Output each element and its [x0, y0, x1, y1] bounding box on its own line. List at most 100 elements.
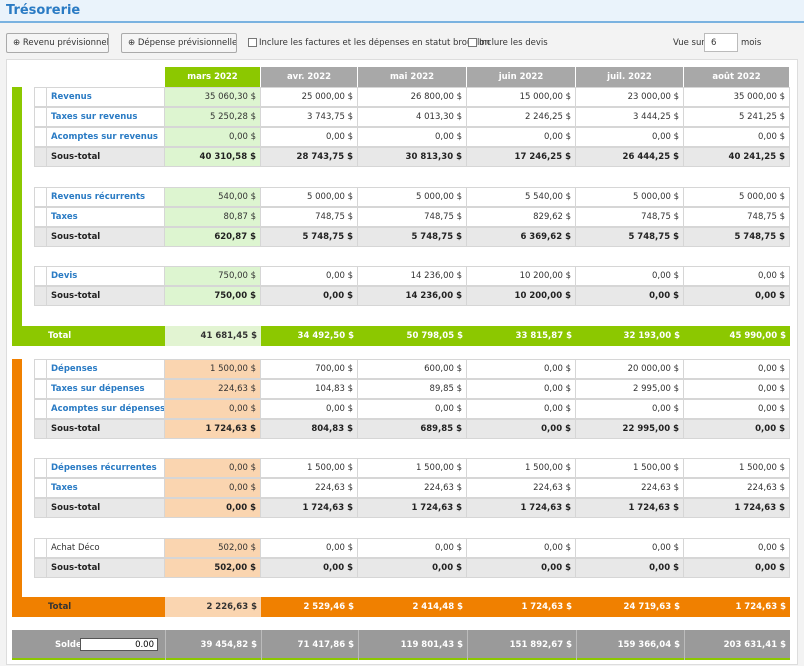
cell-value: 10 200,00 $	[466, 266, 576, 286]
cell-value: 14 236,00 $	[357, 266, 467, 286]
cell-value: 0,00 $	[683, 127, 790, 147]
subtotal-value: 0,00 $	[260, 286, 358, 306]
cell-value: 1 500,00 $	[164, 359, 261, 379]
cell-value: 0,00 $	[260, 399, 358, 419]
cell-value: 0,00 $	[164, 478, 261, 498]
balance-value: 71 417,86 $	[261, 630, 358, 660]
cell-value: 5 000,00 $	[575, 187, 684, 207]
month-header: avr. 2022	[261, 67, 358, 87]
cell-value: 0,00 $	[683, 266, 790, 286]
row-label: Taxes sur dépenses	[46, 379, 165, 399]
cell-value: 0,00 $	[260, 127, 358, 147]
row-label: Taxes	[46, 478, 165, 498]
total-value: 1 724,63 $	[684, 597, 790, 617]
checkbox[interactable]	[468, 38, 477, 47]
subtotal-value: 5 748,75 $	[260, 227, 358, 247]
subtotal-value: 1 724,63 $	[683, 498, 790, 518]
cell-value: 0,00 $	[683, 379, 790, 399]
total-value: 2 226,63 $	[165, 597, 261, 617]
cell-value: 5 250,28 $	[164, 107, 261, 127]
cell-value: 5 540,00 $	[466, 187, 576, 207]
cell-value: 0,00 $	[683, 359, 790, 379]
subtotal-label: Sous-total	[46, 286, 165, 306]
subtotal-value: 804,83 $	[260, 419, 358, 439]
section-bar	[12, 87, 22, 326]
cell-value: 0,00 $	[575, 538, 684, 558]
subtotal-value: 40 241,25 $	[683, 147, 790, 167]
subtotal-value: 1 724,63 $	[575, 498, 684, 518]
balance-value: 39 454,82 $	[165, 630, 261, 660]
cell-value: 25 000,00 $	[260, 87, 358, 107]
row-label: Acomptes sur dépenses	[46, 399, 165, 419]
cell-value: 700,00 $	[260, 359, 358, 379]
subtotal-value: 22 995,00 $	[575, 419, 684, 439]
row-label: Dépenses	[46, 359, 165, 379]
cell-value: 224,63 $	[164, 379, 261, 399]
cell-value: 15 000,00 $	[466, 87, 576, 107]
balance-label: Solde	[55, 640, 82, 650]
cell-value: 5 000,00 $	[260, 187, 358, 207]
view-input[interactable]: 6	[704, 33, 738, 52]
subtotal-label: Sous-total	[46, 558, 165, 578]
cell-value: 20 000,00 $	[575, 359, 684, 379]
subtotal-value: 30 813,30 $	[357, 147, 467, 167]
cell-value: 2 246,25 $	[466, 107, 576, 127]
cell-value: 80,87 $	[164, 207, 261, 227]
subtotal-value: 5 748,75 $	[357, 227, 467, 247]
cell-value: 3 743,75 $	[260, 107, 358, 127]
cell-value: 0,00 $	[575, 399, 684, 419]
total-label: Total	[48, 331, 71, 341]
view-suffix: mois	[741, 38, 761, 48]
toolbar-button[interactable]: ⊕ Dépense prévisionnelle	[121, 33, 237, 53]
total-value: 2 414,48 $	[358, 597, 467, 617]
subtotal-value: 689,85 $	[357, 419, 467, 439]
subtotal-value: 1 724,63 $	[260, 498, 358, 518]
cell-value: 748,75 $	[683, 207, 790, 227]
cell-value: 224,63 $	[357, 478, 467, 498]
total-value: 24 719,63 $	[576, 597, 684, 617]
month-header: juil. 2022	[576, 67, 684, 87]
cell-value: 5 000,00 $	[683, 187, 790, 207]
total-value: 41 681,45 $	[165, 326, 261, 346]
total-value: 32 193,00 $	[576, 326, 684, 346]
cell-value: 0,00 $	[357, 127, 467, 147]
subtotal-value: 5 748,75 $	[683, 227, 790, 247]
subtotal-value: 17 246,25 $	[466, 147, 576, 167]
row-label: Taxes sur revenus	[46, 107, 165, 127]
subtotal-value: 0,00 $	[357, 558, 467, 578]
balance-value: 159 366,04 $	[576, 630, 684, 660]
row-label: Acomptes sur revenus	[46, 127, 165, 147]
cell-value: 1 500,00 $	[260, 458, 358, 478]
subtotal-value: 1 724,63 $	[164, 419, 261, 439]
row-label: Revenus	[46, 87, 165, 107]
balance-value: 119 801,43 $	[358, 630, 467, 660]
subtotal-value: 40 310,58 $	[164, 147, 261, 167]
cell-value: 1 500,00 $	[466, 458, 576, 478]
cell-value: 0,00 $	[683, 399, 790, 419]
subtotal-value: 0,00 $	[575, 558, 684, 578]
balance-input[interactable]: 0.00	[80, 638, 158, 651]
subtotal-value: 28 743,75 $	[260, 147, 358, 167]
cell-value: 4 013,30 $	[357, 107, 467, 127]
cell-value: 224,63 $	[575, 478, 684, 498]
cell-value: 0,00 $	[466, 379, 576, 399]
month-header: juin 2022	[467, 67, 576, 87]
cell-value: 0,00 $	[575, 266, 684, 286]
checkbox-label: Inclure les factures et les dépenses en …	[259, 38, 490, 48]
cell-value: 502,00 $	[164, 538, 261, 558]
cell-value: 35 000,00 $	[683, 87, 790, 107]
total-value: 2 529,46 $	[261, 597, 358, 617]
subtotal-value: 0,00 $	[575, 286, 684, 306]
subtotal-value: 0,00 $	[164, 498, 261, 518]
row-label: Revenus récurrents	[46, 187, 165, 207]
toolbar-button[interactable]: ⊕ Revenu prévisionnel	[6, 33, 109, 53]
cell-value: 540,00 $	[164, 187, 261, 207]
checkbox[interactable]	[248, 38, 257, 47]
subtotal-value: 5 748,75 $	[575, 227, 684, 247]
total-label: Total	[48, 602, 71, 612]
subtotal-value: 0,00 $	[683, 419, 790, 439]
month-header: mai 2022	[358, 67, 467, 87]
checkbox-label: Inclure les devis	[479, 38, 548, 48]
cell-value: 0,00 $	[683, 538, 790, 558]
